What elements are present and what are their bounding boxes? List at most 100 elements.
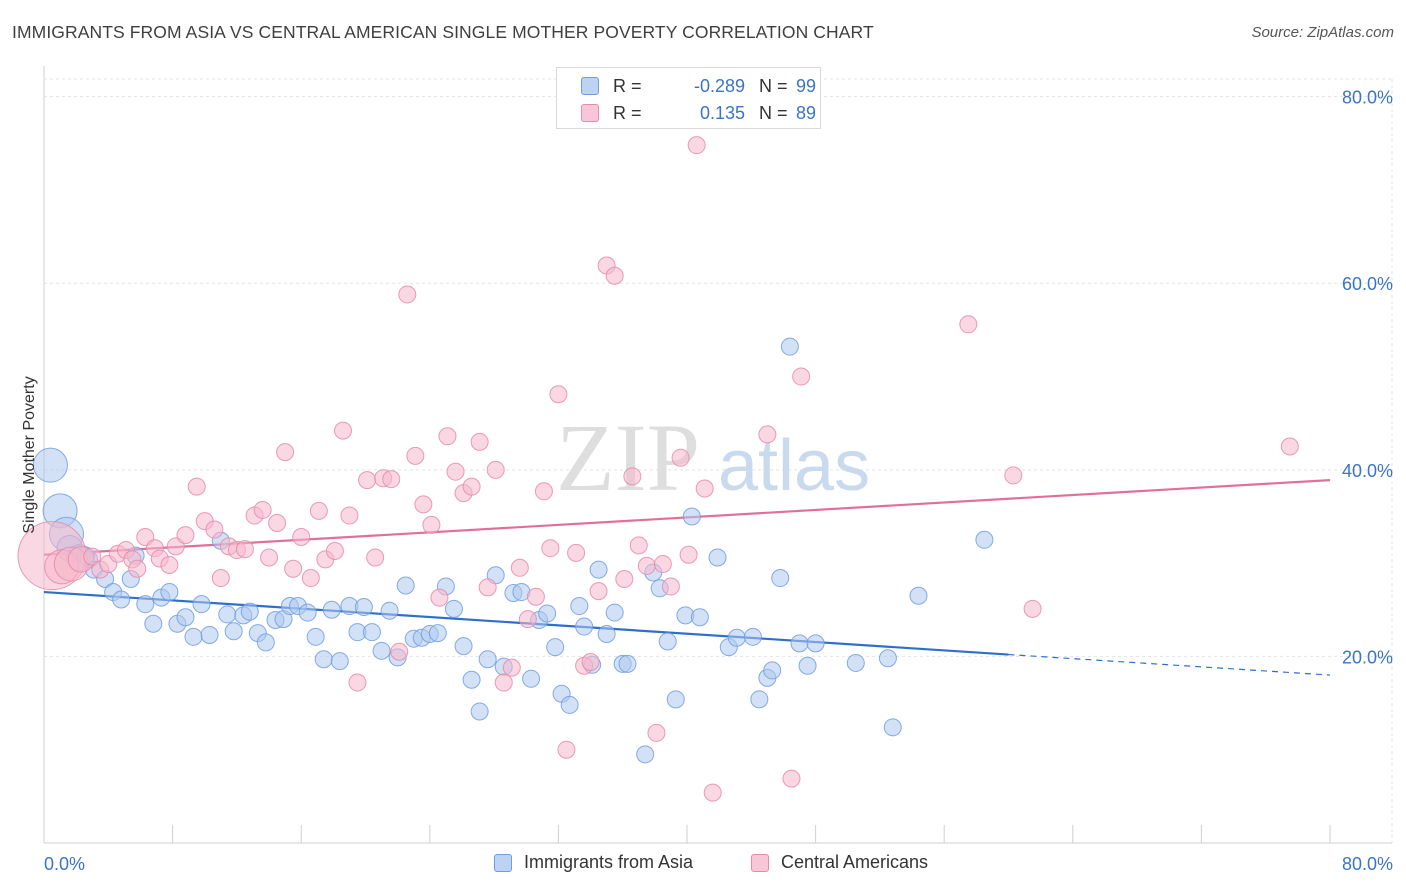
y-tick-label: 20.0% <box>1342 647 1393 667</box>
point-central <box>518 610 537 629</box>
x-tick-label: 80.0% <box>1342 854 1393 874</box>
stats-r-label: R = <box>613 75 642 96</box>
stats-r-value: -0.289 <box>693 75 745 96</box>
stats-swatch-asia <box>581 77 599 95</box>
point-asia <box>306 627 325 646</box>
point-asia <box>538 604 557 623</box>
point-central <box>83 547 102 566</box>
y-tick-label: 40.0% <box>1342 461 1393 481</box>
point-asia <box>878 649 897 668</box>
point-asia <box>218 605 237 624</box>
point-central <box>253 500 272 519</box>
source-label: Source: ZipAtlas.com <box>1251 24 1394 41</box>
point-asia <box>743 627 762 646</box>
x-tick-label: 0.0% <box>44 854 85 874</box>
point-asia <box>618 654 637 673</box>
point-asia <box>560 695 579 714</box>
stats-n-label: N = <box>759 75 788 96</box>
y-tick-label: 80.0% <box>1342 88 1393 108</box>
point-central <box>557 740 576 759</box>
point-asia <box>658 632 677 651</box>
point-central <box>160 555 179 574</box>
point-asia <box>570 597 589 616</box>
point-central <box>414 495 433 514</box>
point-central <box>615 569 634 588</box>
stats-n-value: 99 <box>796 75 817 96</box>
point-central <box>422 515 441 534</box>
stats-r-label: R = <box>613 102 642 123</box>
point-central <box>541 539 560 558</box>
point-asia <box>396 576 415 595</box>
point-central <box>462 477 481 496</box>
point-asia <box>909 586 928 605</box>
point-asia <box>806 634 825 653</box>
point-asia <box>362 623 381 642</box>
point-central <box>1004 466 1023 485</box>
chart-title: IMMIGRANTS FROM ASIA VS CENTRAL AMERICAN… <box>12 22 874 42</box>
legend: Immigrants from Asia Central Americans <box>0 852 1406 878</box>
point-central <box>292 528 311 546</box>
point-central <box>205 520 224 539</box>
point-central <box>358 471 377 490</box>
point-central <box>623 467 642 486</box>
point-central <box>758 425 777 444</box>
point-central <box>486 460 505 479</box>
point-asia <box>380 601 399 620</box>
point-central <box>679 545 698 564</box>
point-central <box>284 559 303 578</box>
watermark-atlas: atlas <box>718 426 870 506</box>
point-central <box>438 427 457 446</box>
legend-item-central[interactable]: Central Americans <box>751 852 928 873</box>
point-asia <box>192 595 211 614</box>
point-central <box>494 673 513 692</box>
trend-line-extension-asia <box>1008 653 1331 676</box>
point-asia <box>200 625 219 644</box>
grid-lines <box>44 78 1393 843</box>
point-central <box>268 514 287 533</box>
point-asia <box>144 614 163 633</box>
point-central <box>671 448 690 467</box>
point-asia <box>112 590 131 609</box>
point-asia <box>666 690 685 709</box>
point-asia <box>690 608 709 627</box>
point-central <box>653 555 672 574</box>
stats-n-value: 89 <box>796 102 817 123</box>
point-asia <box>846 653 865 672</box>
y-tick-label: 60.0% <box>1342 274 1393 294</box>
point-asia <box>428 624 447 643</box>
point-asia <box>798 656 817 675</box>
point-central <box>647 723 666 742</box>
point-central <box>340 506 359 525</box>
point-central <box>333 421 352 440</box>
data-points <box>17 136 1299 802</box>
point-asia <box>763 661 782 680</box>
point-central <box>792 367 811 386</box>
point-central <box>959 315 978 334</box>
point-central <box>510 558 529 577</box>
point-central <box>187 477 206 496</box>
point-central <box>235 540 254 559</box>
legend-item-asia[interactable]: Immigrants from Asia <box>494 852 693 873</box>
point-central <box>687 136 706 155</box>
point-asia <box>240 602 259 621</box>
point-asia <box>462 670 481 689</box>
point-central <box>605 266 624 285</box>
point-asia <box>883 718 902 737</box>
point-asia <box>454 637 473 656</box>
point-asia <box>575 617 594 636</box>
legend-swatch-central <box>751 853 769 872</box>
point-asia <box>682 507 701 526</box>
point-asia <box>470 702 489 721</box>
point-asia <box>354 597 373 616</box>
point-asia <box>330 652 349 671</box>
point-central <box>446 462 465 481</box>
point-asia <box>780 337 799 356</box>
point-central <box>406 446 425 465</box>
point-central <box>366 548 385 567</box>
point-asia <box>160 583 179 602</box>
point-central <box>301 569 320 588</box>
point-asia <box>750 690 769 709</box>
point-central <box>470 432 489 451</box>
point-asia <box>708 548 727 567</box>
legend-label-central: Central Americans <box>781 852 929 872</box>
